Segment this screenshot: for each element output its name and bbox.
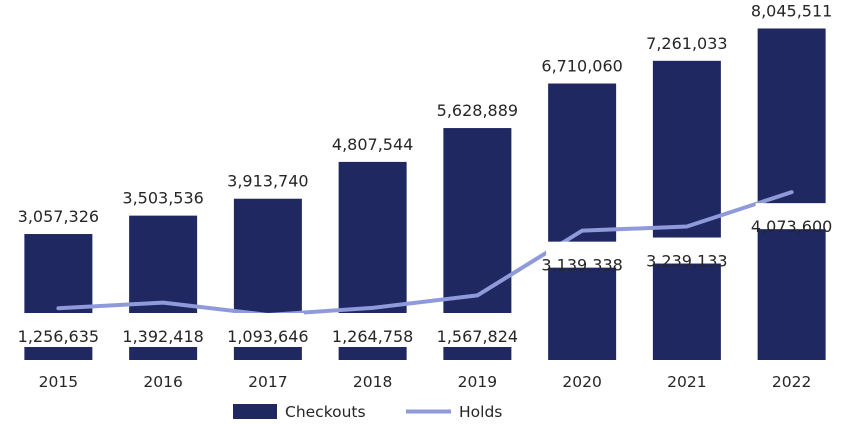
holds-label-background-2022 <box>755 203 828 230</box>
checkouts-label-2022: 8,045,511 <box>751 1 832 20</box>
holds-label-background-2015 <box>22 313 95 347</box>
holds-label-2016: 1,392,418 <box>122 327 203 346</box>
holds-label-2015: 1,256,635 <box>18 327 99 346</box>
x-axis-tick-labels: 2015 2016 2017 2018 2019 2020 2021 2022 <box>39 373 812 391</box>
holds-label-2021: 3,239,133 <box>646 252 727 271</box>
x-tick-2015: 2015 <box>39 373 78 391</box>
checkouts-label-2017: 3,913,740 <box>227 172 308 191</box>
checkouts-bar-2020 <box>548 83 617 361</box>
x-tick-2017: 2017 <box>248 373 287 391</box>
holds-label-background-2019 <box>441 313 514 347</box>
holds-label-2020: 3,139,338 <box>541 256 622 275</box>
holds-label-background-2021 <box>650 237 723 264</box>
holds-data-labels: 1,256,635 1,392,418 1,093,646 1,264,758 1,56… <box>18 203 832 347</box>
x-tick-2018: 2018 <box>353 373 392 391</box>
x-tick-2022: 2022 <box>772 373 811 391</box>
holds-label-background-2017 <box>231 313 304 347</box>
x-tick-2016: 2016 <box>143 373 182 391</box>
holds-label-background-2018 <box>336 313 409 347</box>
holds-series-line <box>56 190 794 317</box>
checkouts-label-2020: 6,710,060 <box>541 57 622 76</box>
x-tick-2020: 2020 <box>562 373 601 391</box>
legend-checkouts-swatch <box>233 404 277 419</box>
checkouts-label-2018: 4,807,544 <box>332 135 413 154</box>
holds-label-2022: 4,073,600 <box>751 217 832 236</box>
x-tick-2019: 2019 <box>458 373 497 391</box>
checkouts-label-2021: 7,261,033 <box>646 34 727 53</box>
checkouts-label-2016: 3,503,536 <box>122 189 203 208</box>
legend-holds-label: Holds <box>459 403 502 421</box>
holds-line-layer <box>56 190 794 317</box>
holds-label-background-2020 <box>546 241 619 268</box>
holds-label-background-2016 <box>127 313 200 347</box>
legend-checkouts-label: Checkouts <box>285 403 366 421</box>
holds-label-2017: 1,093,646 <box>227 327 308 346</box>
checkouts-label-2015: 3,057,326 <box>18 207 99 226</box>
holds-label-2019: 1,567,824 <box>437 327 518 346</box>
x-tick-2021: 2021 <box>667 373 706 391</box>
checkouts-data-labels: 3,057,326 3,503,536 3,913,740 4,807,544 5,62… <box>18 1 833 226</box>
checkouts-bar-2021 <box>652 60 721 360</box>
checkouts-label-2019: 5,628,889 <box>437 101 518 120</box>
legend: Checkouts Holds <box>233 403 502 421</box>
holds-label-2018: 1,264,758 <box>332 327 413 346</box>
